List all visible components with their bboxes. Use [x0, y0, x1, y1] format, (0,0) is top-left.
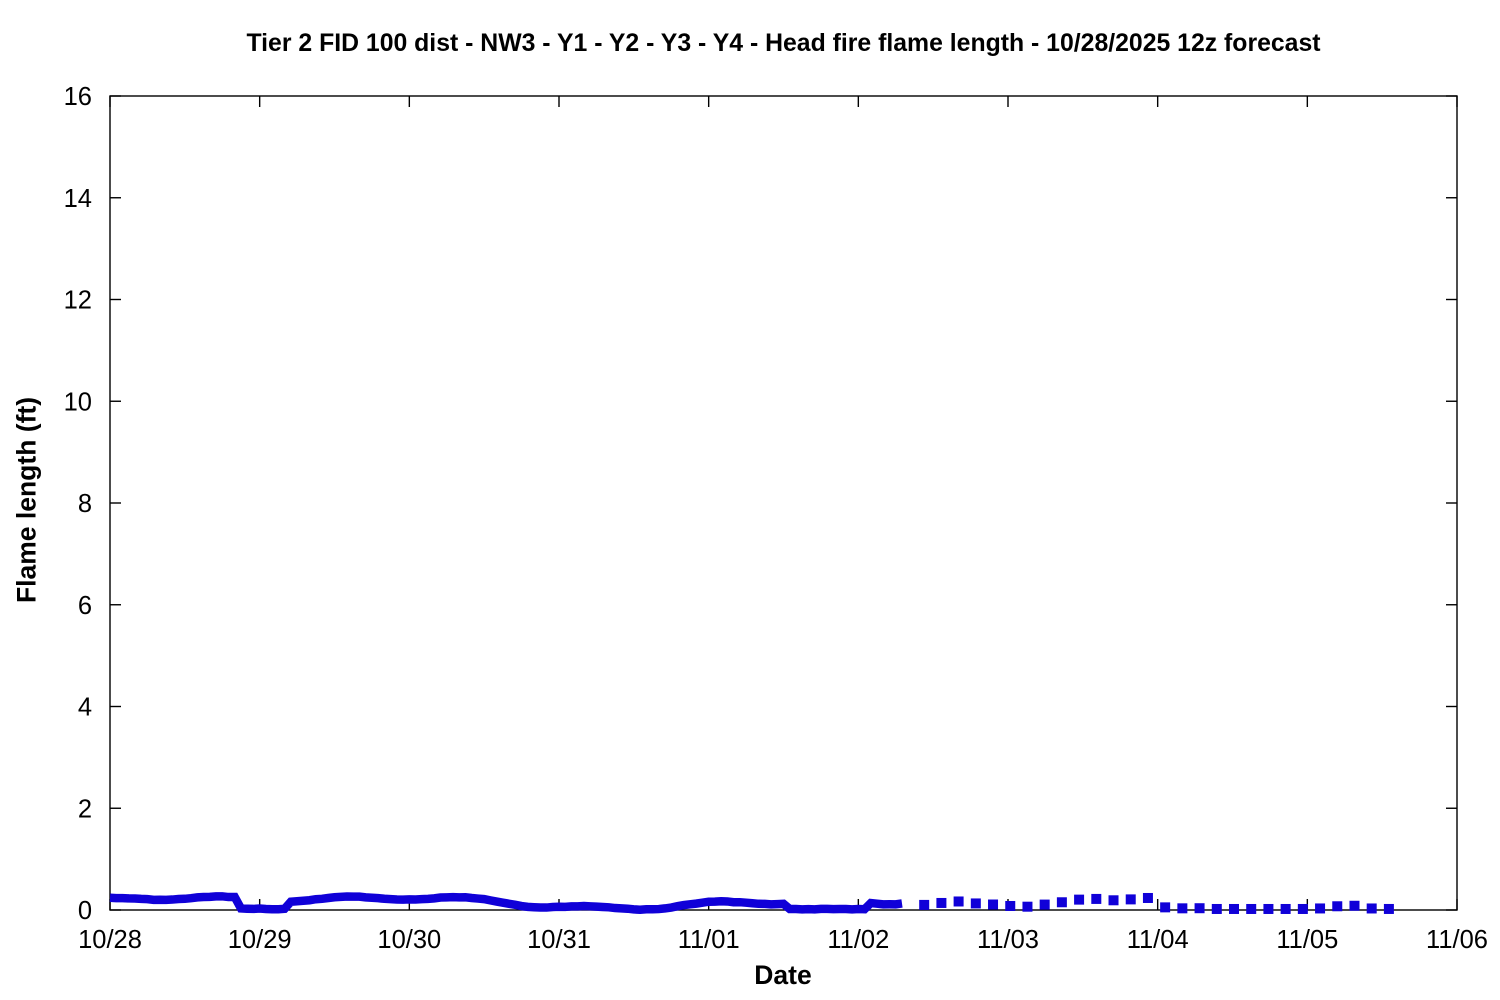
svg-text:4: 4 — [78, 694, 92, 722]
svg-text:11/05: 11/05 — [1276, 926, 1338, 954]
svg-text:6: 6 — [78, 592, 92, 620]
svg-text:10/30: 10/30 — [377, 926, 441, 954]
svg-text:2: 2 — [78, 795, 92, 823]
svg-text:10/29: 10/29 — [228, 926, 292, 954]
svg-text:10/28: 10/28 — [78, 926, 142, 954]
svg-text:10: 10 — [64, 388, 92, 416]
svg-text:12: 12 — [64, 287, 92, 315]
svg-text:8: 8 — [78, 490, 92, 518]
svg-text:11/04: 11/04 — [1127, 926, 1189, 954]
svg-text:10/31: 10/31 — [527, 926, 591, 954]
svg-text:14: 14 — [64, 185, 92, 213]
svg-text:11/02: 11/02 — [827, 926, 889, 954]
svg-text:16: 16 — [64, 83, 92, 111]
svg-text:11/06: 11/06 — [1426, 926, 1488, 954]
svg-text:11/01: 11/01 — [678, 926, 740, 954]
svg-text:11/03: 11/03 — [977, 926, 1039, 954]
svg-text:0: 0 — [78, 897, 92, 925]
